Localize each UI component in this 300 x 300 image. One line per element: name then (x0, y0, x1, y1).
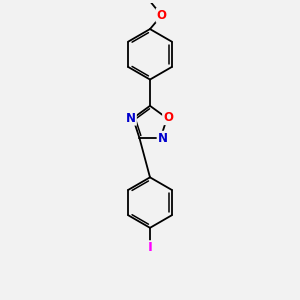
Text: O: O (163, 111, 173, 124)
Text: N: N (158, 132, 168, 145)
Text: I: I (148, 241, 152, 254)
Text: O: O (157, 9, 166, 22)
Text: N: N (126, 112, 136, 125)
